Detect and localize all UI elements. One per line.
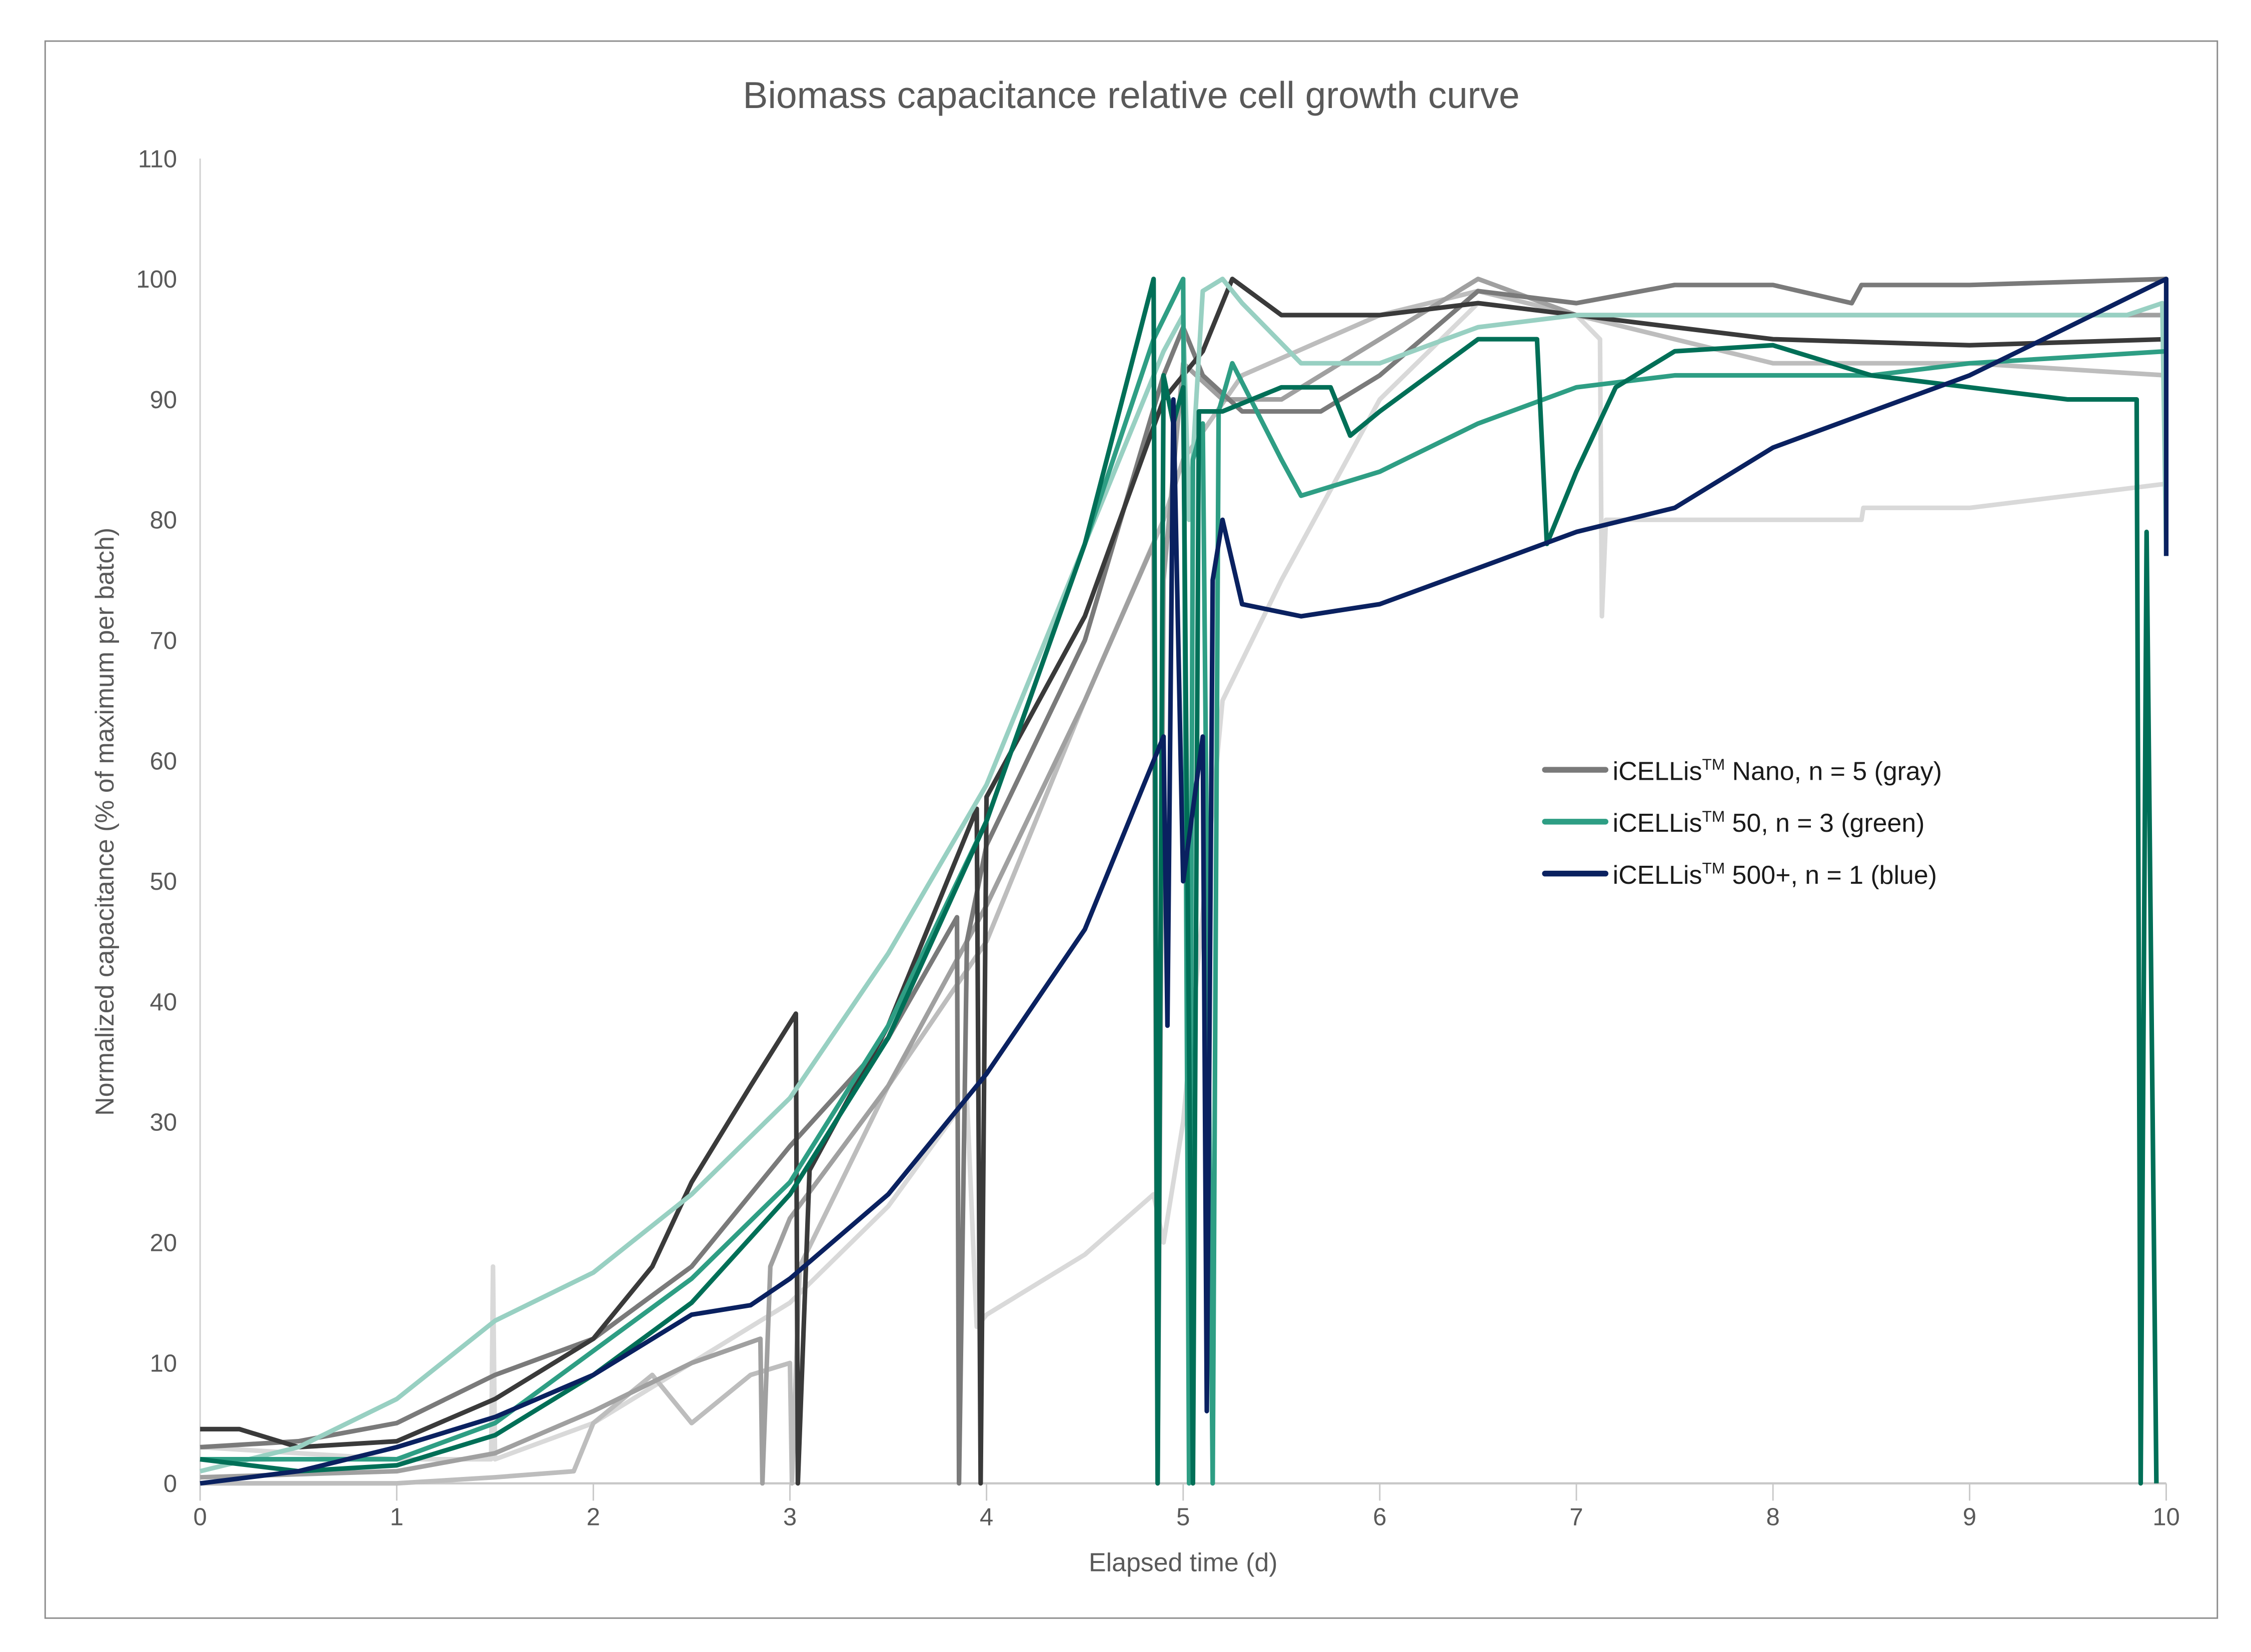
y-tick-label: 50	[150, 868, 178, 895]
x-tick-label: 8	[1766, 1503, 1780, 1530]
y-tick-label: 10	[150, 1350, 178, 1377]
y-tick-label: 30	[150, 1109, 178, 1136]
x-tick-label: 9	[1963, 1503, 1976, 1530]
x-tick-label: 6	[1373, 1503, 1386, 1530]
series-line-gray-0	[200, 301, 2167, 1462]
x-tick-label: 3	[783, 1503, 797, 1530]
series-line-gray-4	[200, 277, 2166, 1486]
x-tick-label: 0	[194, 1503, 207, 1530]
x-axis: 0 1 2 3 4 5 6 7 8 9 10	[194, 1482, 2180, 1530]
x-tick-label: 2	[587, 1503, 600, 1530]
y-axis-title: Normalized capacitance (% of maximum per…	[90, 528, 119, 1116]
y-tick-label: 90	[150, 387, 178, 414]
y-tick-label: 70	[150, 628, 178, 655]
legend-label: iCELLisTM Nano, n = 5 (gray)	[1613, 755, 1942, 785]
y-tick-label: 60	[150, 748, 178, 775]
y-tick-label: 20	[150, 1229, 178, 1256]
series-line-green-5	[200, 277, 2169, 1474]
series-lines	[200, 277, 2169, 1486]
x-tick-label: 10	[2152, 1503, 2180, 1530]
x-axis-title: Elapsed time (d)	[1089, 1548, 1278, 1577]
y-tick-label: 40	[150, 989, 178, 1016]
y-tick-label: 0	[164, 1470, 177, 1497]
chart-title: Biomass capacitance relative cell growth…	[743, 74, 1519, 116]
y-tick-label: 110	[138, 146, 177, 173]
x-tick-label: 7	[1569, 1503, 1583, 1530]
legend-label: iCELLisTM 50, n = 3 (green)	[1613, 807, 1925, 837]
legend: iCELLisTM Nano, n = 5 (gray) iCELLisTM 50…	[1542, 755, 1942, 889]
y-tick-label: 80	[150, 507, 178, 534]
y-tick-label: 100	[136, 266, 177, 293]
x-tick-label: 4	[980, 1503, 993, 1530]
series-line-green-7	[200, 277, 2159, 1486]
x-tick-label: 5	[1176, 1503, 1190, 1530]
y-axis: 0 10 20 30 40 50 60 70 80 90 100 110	[136, 146, 201, 1497]
series-line-gray-2	[200, 277, 2166, 1486]
series-line-green-6	[200, 277, 2166, 1486]
series-line-blue-8	[200, 277, 2169, 1486]
x-tick-label: 1	[390, 1503, 404, 1530]
legend-label: iCELLisTM 500+, n = 1 (blue)	[1613, 859, 1937, 889]
chart-frame	[44, 40, 2218, 1619]
